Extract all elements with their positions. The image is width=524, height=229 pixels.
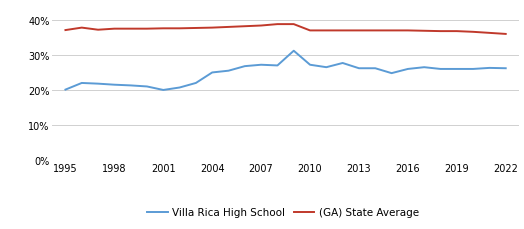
Villa Rica High School <box>225 70 232 73</box>
(GA) State Average <box>95 29 101 32</box>
(GA) State Average <box>111 28 117 31</box>
(GA) State Average <box>323 30 330 33</box>
(GA) State Average <box>340 30 346 33</box>
(GA) State Average <box>356 30 362 33</box>
(GA) State Average <box>421 30 428 33</box>
Villa Rica High School <box>291 50 297 53</box>
(GA) State Average <box>160 28 167 30</box>
Line: Villa Rica High School: Villa Rica High School <box>66 52 506 90</box>
(GA) State Average <box>503 33 509 36</box>
(GA) State Average <box>388 30 395 33</box>
(GA) State Average <box>470 31 476 34</box>
Villa Rica High School <box>95 83 101 86</box>
Villa Rica High School <box>242 65 248 68</box>
Villa Rica High School <box>258 64 264 67</box>
Villa Rica High School <box>372 68 378 70</box>
(GA) State Average <box>209 27 215 30</box>
Villa Rica High School <box>503 68 509 70</box>
Villa Rica High School <box>323 66 330 69</box>
(GA) State Average <box>405 30 411 33</box>
(GA) State Average <box>291 24 297 26</box>
(GA) State Average <box>258 25 264 28</box>
Villa Rica High School <box>340 62 346 65</box>
Villa Rica High School <box>405 68 411 71</box>
(GA) State Average <box>438 31 444 33</box>
(GA) State Average <box>127 28 134 31</box>
Villa Rica High School <box>209 72 215 74</box>
Villa Rica High School <box>111 84 117 87</box>
Villa Rica High School <box>160 89 167 92</box>
Villa Rica High School <box>470 68 476 71</box>
Villa Rica High School <box>486 67 493 70</box>
Villa Rica High School <box>144 86 150 88</box>
Villa Rica High School <box>454 68 460 71</box>
(GA) State Average <box>454 31 460 33</box>
Villa Rica High School <box>62 89 69 92</box>
Villa Rica High School <box>79 82 85 85</box>
Legend: Villa Rica High School, (GA) State Average: Villa Rica High School, (GA) State Avera… <box>143 203 423 221</box>
(GA) State Average <box>177 28 183 30</box>
Villa Rica High School <box>421 66 428 69</box>
Line: (GA) State Average: (GA) State Average <box>66 25 506 35</box>
Villa Rica High School <box>388 72 395 75</box>
(GA) State Average <box>144 28 150 31</box>
(GA) State Average <box>242 26 248 28</box>
Villa Rica High School <box>193 82 199 85</box>
(GA) State Average <box>372 30 378 33</box>
(GA) State Average <box>79 27 85 30</box>
(GA) State Average <box>274 24 280 26</box>
(GA) State Average <box>62 30 69 32</box>
Villa Rica High School <box>127 85 134 87</box>
(GA) State Average <box>225 26 232 29</box>
Villa Rica High School <box>307 64 313 67</box>
Villa Rica High School <box>438 68 444 71</box>
(GA) State Average <box>486 32 493 35</box>
Villa Rica High School <box>274 65 280 68</box>
(GA) State Average <box>193 27 199 30</box>
Villa Rica High School <box>356 68 362 70</box>
(GA) State Average <box>307 30 313 33</box>
Villa Rica High School <box>177 87 183 90</box>
